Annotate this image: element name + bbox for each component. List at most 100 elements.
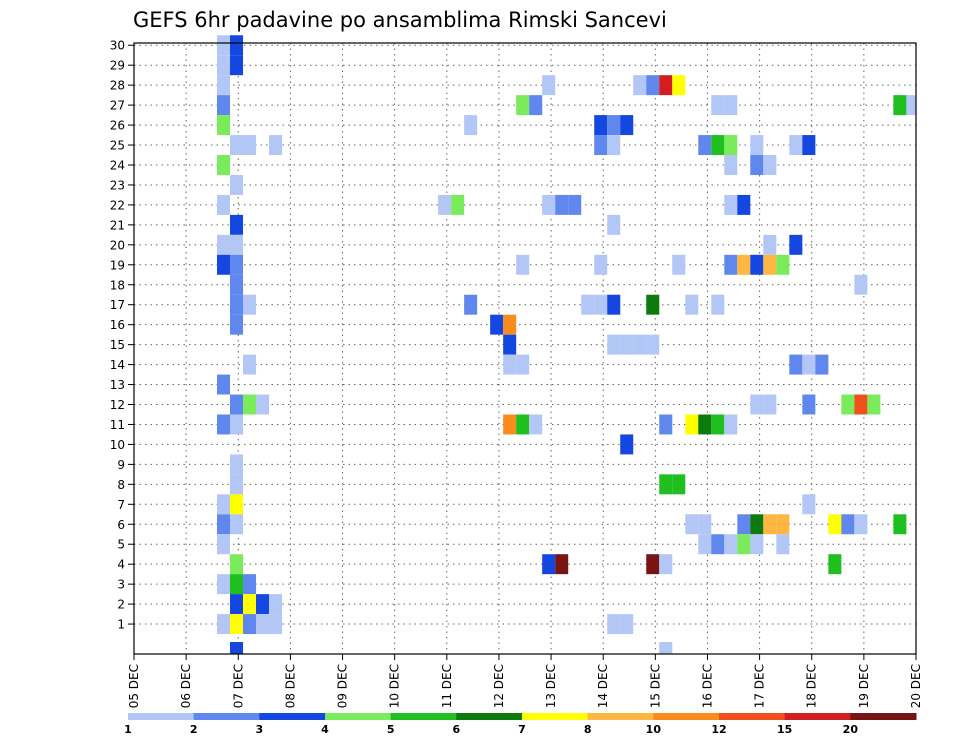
plot-frame [133, 42, 917, 655]
heatmap-cell [763, 254, 777, 275]
heatmap-cell [750, 514, 764, 535]
heatmap-cell [802, 354, 816, 375]
heatmap-cell [724, 414, 738, 435]
heatmap-cell [217, 614, 231, 635]
heatmap-cell [217, 55, 231, 76]
heatmap-cell [646, 294, 660, 315]
heatmap-cell [555, 194, 569, 215]
y-tick-label: 6 [117, 518, 125, 532]
x-tick-label: 05 DEC [127, 664, 141, 708]
heatmap-cell [659, 642, 673, 654]
heatmap-cell [607, 135, 621, 156]
legend-label: 8 [584, 723, 592, 736]
x-axis: 05 DEC 06 DEC 07 DEC 08 DEC 09 DEC 10 DEC 11 D… [127, 654, 923, 708]
x-tick-label: 09 DEC [336, 664, 350, 708]
heatmap-cell [230, 274, 244, 295]
heatmap-cell [646, 75, 660, 96]
heatmap-cell [737, 514, 751, 535]
y-tick-label: 21 [110, 218, 125, 232]
heatmap-cell [217, 194, 231, 215]
heatmap-cell [711, 135, 725, 156]
heatmap-cell [217, 254, 231, 275]
heatmap-cell [763, 234, 777, 255]
heatmap-cell [269, 594, 283, 615]
heatmap-cell [529, 95, 543, 116]
heatmap-cell [594, 135, 608, 156]
heatmap-cell [659, 474, 673, 495]
heatmap-cell [243, 135, 257, 156]
heatmap-cell [581, 294, 595, 315]
heatmap-cell [230, 135, 244, 156]
y-tick-label: 12 [110, 398, 125, 412]
legend-swatch [850, 713, 917, 720]
heatmap-cell [243, 394, 257, 415]
heatmap-cell [269, 614, 283, 635]
heatmap-cell [230, 514, 244, 535]
y-axis: 1234567891011121314151617181920212223242… [110, 39, 134, 632]
heatmap-cell [789, 135, 803, 156]
x-tick-label: 13 DEC [544, 664, 558, 708]
x-tick-label: 19 DEC [857, 664, 871, 708]
heatmap-cell [750, 534, 764, 555]
legend-label: 6 [453, 723, 461, 736]
y-tick-label: 8 [117, 478, 125, 492]
heatmap-cell [620, 434, 634, 455]
y-tick-label: 30 [110, 39, 125, 53]
heatmap-cell [230, 174, 244, 195]
y-tick-label: 26 [110, 119, 125, 133]
heatmap-cell [724, 155, 738, 175]
heatmap-cell [230, 35, 244, 56]
heatmap-cell [763, 394, 777, 415]
legend-swatch [784, 713, 851, 720]
heatmap-cell [217, 414, 231, 435]
heatmap-cell [256, 594, 270, 615]
heatmap-cell [230, 394, 244, 415]
legend-label: 10 [646, 723, 662, 736]
legend-label: 2 [190, 723, 198, 736]
heatmap-cell [776, 514, 790, 535]
y-tick-label: 7 [117, 498, 125, 512]
y-tick-label: 11 [110, 418, 125, 432]
heatmap-cell [633, 334, 647, 355]
heatmap-cell [503, 354, 517, 375]
heatmap-cell [620, 115, 634, 136]
heatmap-cell [217, 115, 231, 136]
heatmap-cell [555, 554, 569, 575]
heatmap-cell [685, 514, 699, 535]
heatmap-cell [269, 135, 283, 156]
heatmap-cell [646, 334, 660, 355]
heatmap-cell [230, 474, 244, 495]
heatmap-cell [594, 254, 608, 275]
heatmap-cell [594, 294, 608, 315]
heatmap-cell [230, 642, 244, 654]
heatmap-cell [516, 95, 530, 116]
heatmap-cell [854, 514, 868, 535]
heatmap-cell [230, 574, 244, 595]
heatmap-cell [217, 35, 231, 56]
heatmap-cell [516, 254, 530, 275]
heatmap-cell [607, 214, 621, 235]
heatmap-cell [750, 394, 764, 415]
heatmap-cell [737, 194, 751, 215]
heatmap-cell [672, 75, 686, 96]
heatmap-cell [542, 554, 556, 575]
heatmap-cell [815, 354, 829, 375]
heatmap-cell [516, 354, 530, 375]
y-tick-label: 10 [110, 438, 125, 452]
heatmap-cell [243, 574, 257, 595]
heatmap-cell [854, 394, 868, 415]
x-tick-label: 14 DEC [596, 664, 610, 708]
heatmap-cell [594, 115, 608, 136]
heatmap-cell [230, 614, 244, 635]
heatmap-cell [230, 594, 244, 615]
y-tick-label: 16 [110, 318, 125, 332]
heatmap-cell [698, 135, 712, 156]
heatmap-cell [620, 334, 634, 355]
heatmap-cell [646, 554, 660, 575]
heatmap-cell [659, 75, 673, 96]
heatmap-cell [685, 414, 699, 435]
heatmap-cell [750, 254, 764, 275]
heatmap-cell [711, 294, 725, 315]
heatmap-cell [607, 115, 621, 136]
heatmap-cell [789, 354, 803, 375]
